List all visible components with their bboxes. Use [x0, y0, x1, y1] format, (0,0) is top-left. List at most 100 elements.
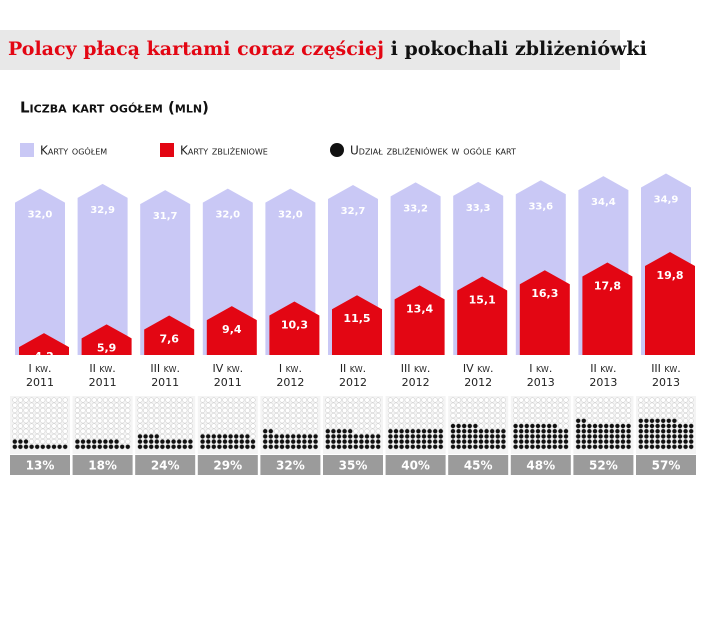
- dot: [524, 397, 530, 403]
- dot: [438, 397, 444, 403]
- dot: [273, 439, 279, 445]
- dot: [563, 413, 569, 419]
- dot: [290, 428, 296, 434]
- dot: [495, 413, 501, 419]
- dot: [17, 402, 23, 408]
- dot: [108, 402, 114, 408]
- dot: [91, 423, 97, 429]
- dot: [614, 397, 620, 403]
- dot: [478, 423, 484, 429]
- dot: [34, 407, 40, 413]
- dot: [638, 397, 644, 403]
- dot: [415, 439, 421, 445]
- dot: [529, 418, 535, 424]
- dot: [415, 402, 421, 408]
- dot: [489, 428, 495, 434]
- dot: [415, 397, 421, 403]
- dot: [581, 397, 587, 403]
- dot: [461, 433, 467, 439]
- dot: [268, 418, 274, 424]
- dot: [296, 433, 302, 439]
- title-black: i pokochali zbliżeniówki: [391, 38, 647, 60]
- dot: [375, 397, 381, 403]
- dot: [80, 423, 86, 429]
- dot: [211, 402, 217, 408]
- share-strip: [260, 455, 321, 475]
- dot: [108, 418, 114, 424]
- dot: [643, 428, 649, 434]
- dot: [268, 428, 274, 434]
- dot: [102, 423, 108, 429]
- dot: [40, 444, 46, 450]
- dot: [262, 407, 268, 413]
- dot: [57, 407, 63, 413]
- dot: [638, 423, 644, 429]
- dot: [171, 407, 177, 413]
- dot: [649, 423, 655, 429]
- dot: [393, 402, 399, 408]
- dot: [655, 407, 661, 413]
- dot: [643, 423, 649, 429]
- dot: [12, 423, 18, 429]
- dot: [472, 444, 478, 450]
- dot: [450, 397, 456, 403]
- dot: [97, 413, 103, 419]
- dot: [296, 439, 302, 445]
- dot: [529, 433, 535, 439]
- dot: [353, 407, 359, 413]
- dot: [301, 439, 307, 445]
- x-tick-label: IV kw. 2011: [212, 362, 244, 389]
- dot: [432, 428, 438, 434]
- dot: [97, 444, 103, 450]
- dot: [592, 439, 598, 445]
- dot: [450, 428, 456, 434]
- dot: [233, 397, 239, 403]
- dot: [119, 428, 125, 434]
- dot: [233, 433, 239, 439]
- dot: [387, 413, 393, 419]
- dot: [45, 433, 51, 439]
- dot: [301, 402, 307, 408]
- dot: [279, 439, 285, 445]
- dot: [216, 428, 222, 434]
- dot: [29, 439, 35, 445]
- share-label: 57%: [652, 459, 681, 473]
- dot: [410, 444, 416, 450]
- dot: [211, 444, 217, 450]
- dot: [57, 439, 63, 445]
- dot: [518, 439, 524, 445]
- dot: [655, 402, 661, 408]
- dot: [250, 407, 256, 413]
- dot: [342, 418, 348, 424]
- dot: [12, 418, 18, 424]
- dot: [279, 413, 285, 419]
- dot: [301, 397, 307, 403]
- dot: [250, 433, 256, 439]
- dot: [342, 402, 348, 408]
- dot: [29, 402, 35, 408]
- dot: [137, 418, 143, 424]
- dot: [524, 428, 530, 434]
- dot: [216, 407, 222, 413]
- dot: [638, 428, 644, 434]
- dot: [638, 402, 644, 408]
- dot: [671, 413, 677, 419]
- dot: [461, 428, 467, 434]
- dot: [513, 444, 519, 450]
- dot: [484, 428, 490, 434]
- dot: [450, 444, 456, 450]
- dot: [216, 423, 222, 429]
- dot: [205, 397, 211, 403]
- dot: [119, 413, 125, 419]
- dot: [347, 439, 353, 445]
- dot: [546, 397, 552, 403]
- dot: [102, 418, 108, 424]
- dot: [273, 413, 279, 419]
- dot: [330, 418, 336, 424]
- dot: [461, 407, 467, 413]
- dot: [677, 407, 683, 413]
- dot: [279, 428, 285, 434]
- dot: [262, 439, 268, 445]
- dot: [518, 433, 524, 439]
- dot: [399, 402, 405, 408]
